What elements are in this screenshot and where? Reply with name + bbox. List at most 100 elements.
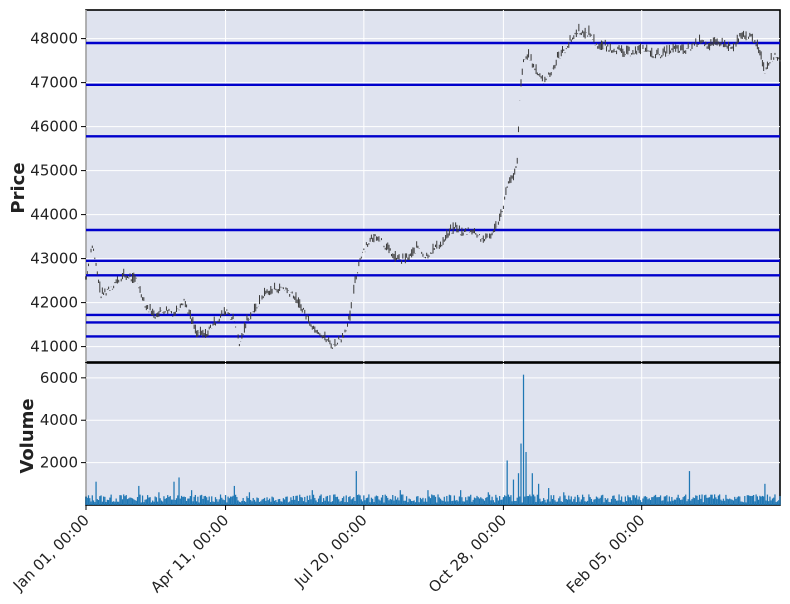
volume-bar — [179, 498, 181, 505]
volume-bar — [516, 497, 518, 505]
volume-bar — [678, 498, 681, 505]
volume-bar — [442, 500, 444, 505]
volume-bar — [145, 499, 147, 505]
volume-bar — [135, 500, 137, 505]
volume-bar — [472, 499, 474, 505]
volume-bar — [620, 496, 623, 505]
price-ytick-label: 47000 — [30, 74, 78, 92]
volume-bar — [651, 497, 653, 505]
volume-bar — [370, 497, 373, 505]
volume-bar — [368, 494, 370, 505]
volume-bar — [730, 499, 732, 505]
volume-bar — [565, 498, 567, 505]
volume-bar — [119, 495, 121, 505]
volume-bar — [755, 494, 757, 505]
volume-bar — [133, 499, 135, 505]
volume-bar — [276, 502, 278, 505]
volume-bar — [752, 495, 755, 505]
volume-bar — [240, 502, 242, 505]
volume-bar — [666, 495, 668, 505]
volume-bar — [201, 494, 203, 505]
volume-bar — [272, 497, 274, 505]
volume-bar — [285, 496, 287, 505]
price-candles — [85, 23, 781, 349]
volume-bar — [297, 501, 300, 505]
volume-bar — [400, 494, 403, 505]
volume-bar — [564, 495, 566, 505]
volume-bar — [514, 500, 516, 505]
volume-bar — [555, 501, 557, 505]
volume-bar — [305, 502, 307, 505]
volume-bar — [619, 500, 621, 505]
volume-bar — [429, 498, 432, 505]
volume-bar — [658, 497, 660, 505]
volume-bar — [477, 497, 479, 505]
volume-bar — [194, 494, 196, 505]
volume-bar — [495, 494, 497, 505]
volume-bar — [202, 498, 204, 505]
volume-bar — [526, 496, 528, 505]
volume-bar — [712, 498, 714, 505]
volume-bar — [714, 494, 716, 505]
volume-bar — [94, 502, 96, 505]
volume-bar — [549, 501, 551, 505]
volume-bar — [333, 494, 335, 505]
volume-bar — [720, 499, 722, 505]
volume-bar — [673, 499, 676, 505]
volume-bar — [550, 495, 552, 505]
volume-bar — [97, 500, 100, 505]
volume-bar — [505, 496, 507, 505]
volume-bar — [243, 501, 246, 505]
volume-bar — [399, 490, 401, 505]
volume-bar — [734, 496, 736, 505]
volume-bar — [242, 497, 244, 505]
volume-bar — [637, 499, 639, 505]
volume-bar — [543, 498, 545, 505]
volume-bar — [109, 497, 111, 505]
volume-bar — [737, 496, 740, 505]
volume-bar — [175, 498, 178, 505]
volume-bar — [238, 501, 241, 505]
volume-bar — [692, 497, 694, 505]
volume-bar — [771, 498, 774, 505]
volume-bar — [367, 497, 369, 505]
volume-bar — [691, 499, 693, 505]
volume-bar — [593, 499, 595, 505]
volume-bar — [344, 502, 346, 505]
volume-bar — [727, 499, 730, 505]
volume-bar — [610, 498, 613, 505]
volume-bar — [237, 500, 239, 505]
volume-bar — [698, 494, 701, 505]
volume-bar — [168, 497, 170, 505]
volume-bar — [609, 502, 611, 505]
volume-bar — [169, 495, 171, 505]
price-ytick-label: 45000 — [30, 162, 78, 180]
volume-bar — [341, 498, 344, 505]
volume-bar — [726, 498, 728, 505]
volume-bar — [746, 495, 748, 505]
volume-bar — [597, 497, 599, 505]
volume-bar — [540, 501, 542, 505]
volume-bar — [394, 496, 396, 505]
volume-bar — [155, 497, 158, 505]
volume-bar — [502, 497, 505, 505]
volume-bar — [183, 496, 185, 505]
volume-bar — [139, 494, 141, 505]
volume-bar — [217, 501, 219, 505]
volume-bar — [113, 501, 115, 505]
volume-bar — [121, 499, 124, 505]
volume-bar — [546, 499, 549, 505]
volume-axis-label: Volume — [17, 398, 38, 473]
x-tick-label: Jan 01, 00:00 — [9, 511, 93, 595]
volume-bar — [322, 498, 325, 505]
volume-bar — [696, 495, 698, 505]
volume-bar — [443, 496, 445, 505]
volume-bar — [356, 494, 359, 505]
volume-bar — [85, 496, 87, 505]
volume-bar — [761, 495, 764, 505]
price-ytick-label: 46000 — [30, 118, 78, 136]
volume-bar — [413, 500, 415, 505]
volume-bar — [602, 494, 604, 505]
volume-bar — [624, 496, 626, 505]
